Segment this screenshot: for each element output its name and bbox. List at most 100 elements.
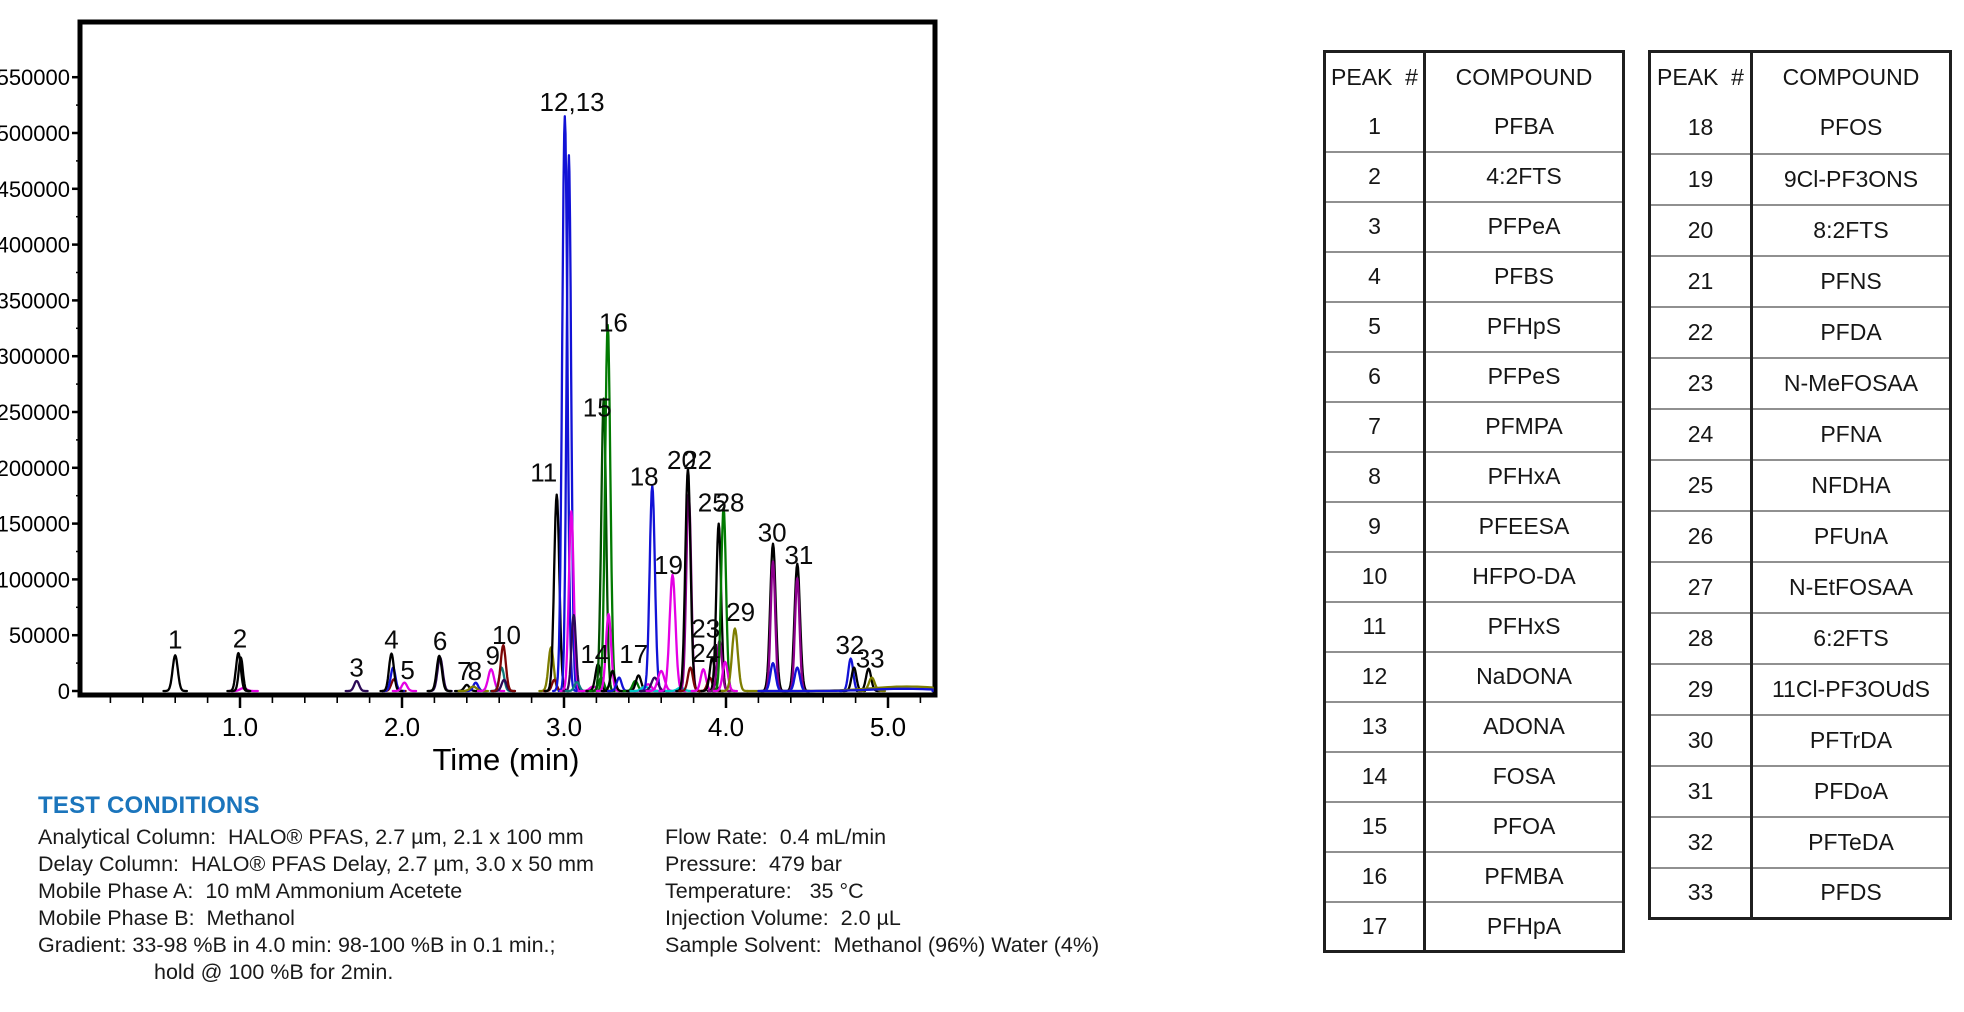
chromatogram-trace-black bbox=[426, 654, 453, 693]
peak-label-8: 8 bbox=[468, 656, 482, 686]
table-row: 5 PFHpS bbox=[1324, 300, 1624, 352]
y-tick-label: 100000 bbox=[0, 567, 70, 592]
compound-cell: PFHpA bbox=[1423, 900, 1624, 952]
peak-number-cell: 26 bbox=[1649, 509, 1752, 562]
table-row: 16 PFMBA bbox=[1324, 850, 1624, 902]
table-row: 11 PFHxS bbox=[1324, 600, 1624, 652]
peak-label-18: 18 bbox=[630, 462, 659, 492]
condition-line: Mobile Phase A: 10 mM Ammonium Acetete bbox=[38, 879, 463, 903]
chromatogram-trace-magenta bbox=[712, 660, 739, 693]
compound-cell: PFPeA bbox=[1423, 200, 1624, 252]
compound-cell: PFMPA bbox=[1423, 400, 1624, 452]
table-header-row: PEAK # COMPOUND bbox=[1650, 51, 1951, 103]
condition-line: Sample Solvent: Methanol (96%) Water (4%… bbox=[665, 933, 1100, 957]
peak-number-cell: 9 bbox=[1324, 500, 1425, 552]
test-conditions-left-column: Analytical Column: HALO® PFAS, 2.7 µm, 2… bbox=[38, 824, 594, 986]
peak-label-32: 32 bbox=[835, 630, 864, 660]
peak-label-4: 4 bbox=[384, 625, 398, 655]
peak-number-cell: 23 bbox=[1649, 356, 1752, 409]
peak-number-cell: 20 bbox=[1649, 203, 1752, 256]
peak-label-7: 7 bbox=[457, 656, 471, 686]
chromatogram-trace-blue bbox=[757, 687, 934, 693]
compound-cell: PFHxA bbox=[1423, 450, 1624, 502]
chromatogram-trace-purple bbox=[761, 560, 785, 693]
peak-number-cell: 13 bbox=[1324, 700, 1425, 752]
peak-number-cell: 19 bbox=[1649, 152, 1752, 205]
table-row: 10 HFPO-DA bbox=[1324, 550, 1624, 602]
table-row: 6 PFPeS bbox=[1324, 350, 1624, 402]
compound-cell: 11Cl-PF3OUdS bbox=[1750, 662, 1951, 715]
table-row: 32 PFTeDA bbox=[1649, 815, 1951, 868]
peak-number-cell: 1 bbox=[1368, 112, 1381, 139]
peak-label-19: 19 bbox=[654, 550, 683, 580]
peak-label-15: 15 bbox=[583, 393, 612, 423]
peak-label-9: 9 bbox=[485, 640, 499, 670]
peak-number-cell: 7 bbox=[1324, 400, 1425, 452]
peak-label-30: 30 bbox=[758, 518, 787, 548]
table-row: 29 11Cl-PF3OUdS bbox=[1649, 662, 1951, 715]
condition-line: Mobile Phase B: Methanol bbox=[38, 906, 295, 930]
peak-label-25: 25 bbox=[698, 487, 727, 517]
peak-label-16: 16 bbox=[599, 308, 628, 338]
compound-cell: 9Cl-PF3ONS bbox=[1750, 152, 1951, 205]
peak-number-cell: 29 bbox=[1649, 662, 1752, 715]
peak-number-header: PEAK # bbox=[1657, 64, 1744, 91]
condition-line: Pressure: 479 bar bbox=[665, 852, 842, 876]
condition-line: hold @ 100 %B for 2min. bbox=[154, 960, 394, 984]
peak-number-cell: 2 bbox=[1324, 150, 1425, 202]
compound-cell: PFNA bbox=[1750, 407, 1951, 460]
y-tick-label: 550000 bbox=[0, 65, 70, 90]
peak-number-cell: 28 bbox=[1649, 611, 1752, 664]
compound-cell: PFOS bbox=[1750, 102, 1951, 154]
y-tick-label: 400000 bbox=[0, 233, 70, 258]
compound-cell: PFUnA bbox=[1750, 509, 1951, 562]
peak-label-5: 5 bbox=[400, 655, 414, 685]
peak-label-3: 3 bbox=[349, 653, 363, 683]
peak-number-cell: 5 bbox=[1324, 300, 1425, 352]
peak-label-20: 20 bbox=[667, 445, 696, 475]
peak-number-cell: 33 bbox=[1649, 866, 1752, 919]
peak-label-22: 22 bbox=[683, 445, 712, 475]
peak-number-cell: 8 bbox=[1324, 450, 1425, 502]
table-row: 19 9Cl-PF3ONS bbox=[1649, 152, 1951, 205]
table-row: 21 PFNS bbox=[1649, 254, 1951, 307]
compound-cell: 8:2FTS bbox=[1750, 203, 1951, 256]
condition-line: Flow Rate: 0.4 mL/min bbox=[665, 825, 887, 849]
compound-cell: ADONA bbox=[1423, 700, 1624, 752]
peak-number-cell: 11 bbox=[1324, 600, 1425, 652]
peak-number-cell: 6 bbox=[1324, 350, 1425, 402]
compound-cell: PFNS bbox=[1750, 254, 1951, 307]
table-row: 22 PFDA bbox=[1649, 305, 1951, 358]
x-tick-label: 2.0 bbox=[384, 712, 420, 742]
table-row: 17 PFHpA bbox=[1324, 900, 1624, 952]
chromatogram-trace-magenta bbox=[559, 510, 584, 693]
peak-label-10: 10 bbox=[492, 620, 521, 650]
peak-compound-table-2: PEAK # COMPOUND 18 PFOS 19 9Cl-PF3ONS 20 8:2F… bbox=[1648, 50, 1952, 920]
compound-cell: PFEESA bbox=[1423, 500, 1624, 552]
condition-line: Delay Column: HALO® PFAS Delay, 2.7 µm, … bbox=[38, 852, 594, 876]
y-tick-label: 450000 bbox=[0, 177, 70, 202]
compound-cell: 6:2FTS bbox=[1750, 611, 1951, 664]
table-row: 13 ADONA bbox=[1324, 700, 1624, 752]
table-row: 31 PFDoA bbox=[1649, 764, 1951, 817]
peak-compound-table-1: PEAK # COMPOUND 1 PFBA 2 4:2FTS 3 PFPeA 4 PFBS 5… bbox=[1323, 50, 1625, 953]
y-tick-label: 350000 bbox=[0, 288, 70, 313]
peak-label-17: 17 bbox=[619, 639, 648, 669]
table-row: 12 NaDONA bbox=[1324, 650, 1624, 702]
table-row: 7 PFMPA bbox=[1324, 400, 1624, 452]
table-row: 8 PFHxA bbox=[1324, 450, 1624, 502]
peak-number-cell: 10 bbox=[1324, 550, 1425, 602]
compound-cell: PFHpS bbox=[1423, 300, 1624, 352]
peak-label-31: 31 bbox=[784, 540, 813, 570]
chromatogram-trace-magenta bbox=[391, 681, 418, 693]
x-tick-label: 4.0 bbox=[708, 712, 744, 742]
compound-cell: 4:2FTS bbox=[1423, 150, 1624, 202]
chromatogram-trace-darkred bbox=[490, 644, 517, 693]
y-tick-label: 250000 bbox=[0, 400, 70, 425]
y-tick-label: 300000 bbox=[0, 344, 70, 369]
condition-line: Gradient: 33-98 %B in 4.0 min: 98-100 %B… bbox=[38, 933, 556, 957]
table-row: 30 PFTrDA bbox=[1649, 713, 1951, 766]
peak-number-cell: 24 bbox=[1649, 407, 1752, 460]
compound-cell: PFDoA bbox=[1750, 764, 1951, 817]
